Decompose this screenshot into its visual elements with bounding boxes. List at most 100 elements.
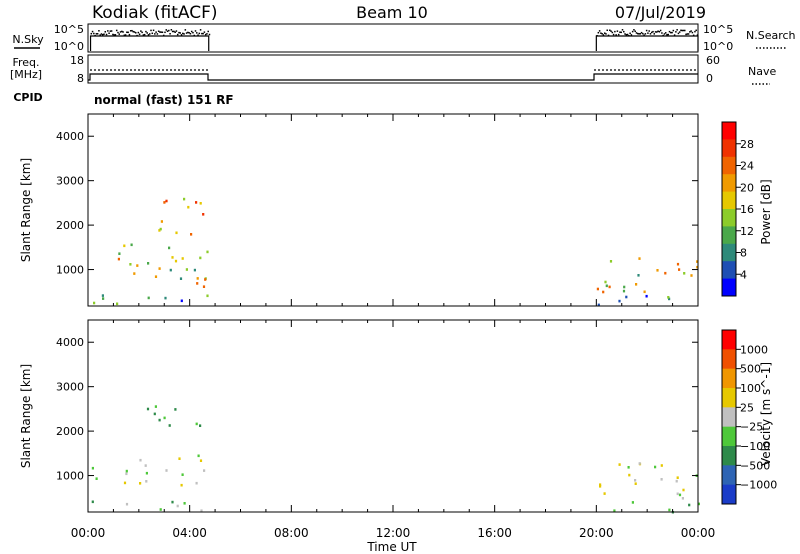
x-axis-label: Time UT: [366, 540, 417, 554]
y-tick-label: 4000: [56, 130, 84, 143]
echo-cell: [196, 277, 199, 280]
echo-cell: [129, 263, 132, 266]
nsky-point: [619, 31, 621, 33]
noise-strip: N.Sky 10^5 10^0 10^5 10^0 N.Search: [12, 23, 795, 53]
nsky-point: [145, 30, 147, 33]
velocity-colorbar-label: Velocity [m s^-1]: [759, 362, 773, 466]
echo-cell: [660, 464, 663, 467]
power-y-axis: 4000 3000 2000 1000: [56, 130, 698, 277]
nsky-point: [182, 32, 184, 35]
nsky-point: [605, 33, 607, 35]
echo-cell: [181, 257, 184, 260]
echo-cell: [165, 199, 168, 203]
nsky-point: [193, 34, 195, 37]
nsky-point: [667, 33, 669, 36]
echo-cell: [101, 294, 104, 297]
freq-tick-bottom: 8: [77, 72, 84, 85]
echo-cell: [678, 493, 682, 497]
nsky-point: [645, 29, 648, 32]
colorbar-band: [722, 368, 736, 389]
echo-cell: [158, 418, 161, 422]
echo-cell: [634, 479, 637, 482]
echo-cell: [168, 424, 171, 427]
nsky-point: [650, 31, 653, 34]
nsky-point: [94, 34, 96, 37]
echo-cell: [623, 285, 626, 289]
nsky-point: [143, 33, 146, 36]
colorbar-tick-label: 25: [740, 401, 754, 414]
echo-cell: [199, 424, 202, 427]
nsky-point: [616, 30, 619, 32]
noise-frame: [87, 23, 699, 53]
nave-tick-top: 60: [706, 54, 720, 67]
colorbar-band: [722, 174, 736, 193]
echo-cell: [597, 303, 600, 307]
nsky-point: [675, 31, 677, 33]
freq-strip: Freq. [MHz] 18 8 60 0 Nave: [10, 54, 777, 85]
nsky-point: [692, 34, 695, 37]
echo-cell: [95, 477, 98, 480]
nsky-point: [190, 30, 193, 33]
echo-cell: [596, 287, 599, 291]
nsky-point: [173, 30, 175, 33]
echo-cell: [147, 262, 150, 265]
colorbar-band: [722, 388, 736, 408]
power-colorbar-ticks: 28 24 20 16 12 8 4: [736, 138, 754, 281]
beam-title: Beam 10: [356, 3, 428, 22]
velocity-colorbar-frame: [721, 329, 737, 505]
echo-cell: [153, 412, 156, 416]
nsky-point: [162, 34, 165, 37]
echo-cell: [158, 229, 161, 232]
echo-cell: [174, 259, 178, 263]
x-tick-label: 20:00: [579, 526, 614, 540]
echo-cell: [174, 408, 177, 411]
nsky-point: [128, 33, 131, 36]
echo-cell: [681, 497, 684, 500]
y-tick-label: 2000: [56, 219, 84, 232]
nave-label: Nave: [748, 65, 776, 78]
nsky-point: [612, 33, 615, 36]
nsky-point: [640, 31, 643, 34]
nsky-point: [104, 31, 107, 33]
echo-cell: [618, 463, 621, 466]
colorbar-band: [722, 209, 736, 227]
nsky-point: [103, 33, 105, 35]
nsky-point: [166, 30, 169, 33]
nsky-point: [653, 33, 656, 35]
nsky-point: [176, 33, 179, 36]
nsky-point: [600, 32, 602, 34]
nsky-point: [109, 30, 112, 32]
echo-cell: [643, 290, 646, 294]
nsky-point: [206, 33, 208, 35]
velocity-ylabel: Slant Range [km]: [19, 364, 33, 468]
colorbar-tick-label: 100: [740, 382, 761, 395]
nsky-point: [643, 34, 645, 37]
echo-cell: [206, 294, 209, 298]
echo-cell: [199, 256, 202, 260]
echo-cell: [168, 246, 171, 250]
noise-tick-top: 10^5: [54, 23, 84, 36]
nsky-point: [90, 32, 93, 35]
nsky-point: [623, 30, 625, 33]
echo-cell: [179, 277, 183, 280]
power-echo-cells: [93, 197, 699, 307]
echo-cell: [125, 502, 129, 506]
echo-cell: [125, 472, 128, 476]
echo-cell: [158, 267, 161, 270]
echo-cell: [139, 458, 142, 462]
echo-cell: [176, 504, 179, 508]
power-colorbar-label: Power [dB]: [759, 179, 773, 244]
colorbar-band: [722, 156, 736, 175]
nsky-point: [677, 32, 680, 35]
nsky-point: [614, 30, 616, 33]
nsky-point: [603, 32, 606, 34]
nsky-point: [147, 34, 150, 36]
nsky-point: [684, 29, 686, 32]
nsky-point: [180, 34, 183, 36]
echo-cell: [608, 285, 611, 289]
nsky-point: [597, 31, 600, 34]
echo-cell: [697, 502, 700, 506]
nsky-point: [694, 30, 696, 33]
nsky-point: [174, 31, 176, 34]
echo-cell: [667, 296, 670, 299]
